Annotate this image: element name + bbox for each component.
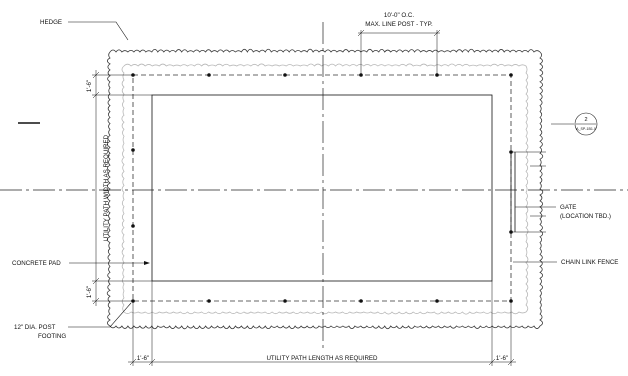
bottom-offset-dimension: 1'-6" [86, 286, 93, 298]
utility-path-width-label: UTILITY PATH WIDTH AS REQUIRED [103, 134, 110, 241]
fence-posts [131, 73, 513, 303]
hedge-leader [68, 21, 129, 41]
post-spacing-sublabel: MAX. LINE POST - TYP. [365, 21, 433, 28]
post-footing-leader [68, 302, 132, 328]
post-spacing-dimension [357, 29, 441, 75]
left-dimension-line [92, 70, 152, 306]
hedge-inner-outline [121, 63, 529, 315]
gate-location-label: (LOCATION TBD.) [560, 213, 611, 220]
concrete-pad-outline [151, 94, 493, 282]
concrete-pad-arrow [144, 261, 150, 265]
section-marker [551, 112, 598, 136]
gate-label: GATE [560, 204, 576, 211]
section-marker-sheet: A_SP-1B1.0 [576, 127, 596, 131]
utility-path-length-label: UTILITY PATH LENGTH AS REQUIRED [266, 355, 378, 362]
chain-link-fence-label: CHAIN LINK FENCE [561, 259, 618, 266]
bottom-dimension-line [128, 281, 516, 366]
gate [510, 151, 546, 233]
post-spacing-label: 10'-0" O.C. [384, 12, 414, 19]
section-marker-number: 2 [584, 117, 587, 123]
hedge-label: HEDGE [40, 19, 62, 26]
post-footing-label: 12" DIA. POST [14, 324, 56, 331]
post-footing-sublabel: FOOTING [38, 333, 66, 340]
chain-link-fence-line [132, 74, 512, 302]
concrete-pad-label: CONCRETE PAD [12, 260, 61, 267]
hedge-outline [106, 48, 544, 330]
left-offset-dimension: 1'-6" [137, 355, 149, 362]
right-offset-dimension: 1'-6" [496, 355, 508, 362]
top-offset-dimension: 1'-6" [86, 80, 93, 92]
